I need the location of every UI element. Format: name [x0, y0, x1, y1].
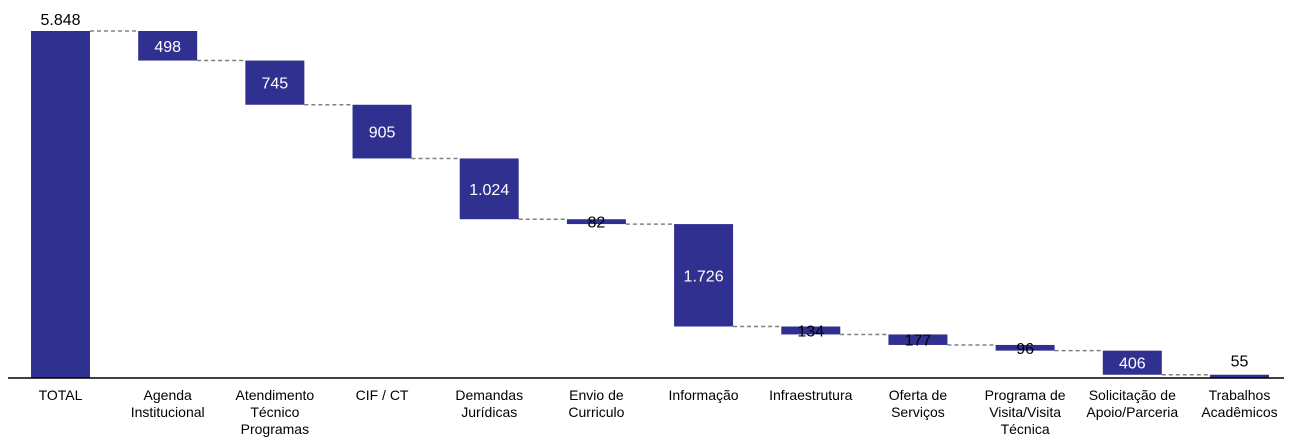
bar-total [31, 31, 90, 378]
bar-step [245, 60, 305, 105]
category-label-line: CIF / CT [356, 387, 409, 403]
category-label-line: Curriculo [568, 404, 624, 420]
category-label-line: TOTAL [39, 387, 83, 403]
category-label: CIF / CT [356, 387, 409, 403]
value-label: 745 [262, 76, 289, 93]
category-label-line: Envio de [569, 387, 624, 403]
category-label-line: Solicitação de [1089, 387, 1176, 403]
category-label-line: Jurídicas [461, 404, 517, 420]
category-label: Demandas Jurídicas [455, 387, 523, 420]
value-label: 5.848 [40, 12, 80, 29]
value-label: 1.024 [469, 182, 509, 199]
category-label: Trabalhos Acadêmicos [1201, 387, 1277, 420]
bar-step [352, 104, 412, 159]
category-label-line: Técnico [250, 404, 299, 420]
value-label: 1.726 [684, 268, 724, 285]
category-label: Oferta de Serviços [889, 387, 948, 420]
value-label: 55 [1231, 354, 1249, 371]
category-label-line: Agenda [144, 387, 192, 403]
category-label-line: Apoio/Parceria [1086, 404, 1178, 420]
category-label-line: Técnica [1001, 421, 1050, 437]
category-label-line: Serviços [891, 404, 945, 420]
bar-step [995, 344, 1055, 351]
category-label-line: Atendimento [236, 387, 315, 403]
category-label-line: Visita/Visita [989, 404, 1061, 420]
bar-step [888, 334, 948, 345]
value-label: 905 [369, 125, 396, 142]
category-label: TOTAL [39, 387, 83, 403]
category-label-line: Oferta de [889, 387, 948, 403]
bar-step [674, 224, 734, 327]
value-label: 82 [588, 215, 606, 232]
category-label: Atendimento Técnico Programas [236, 387, 315, 437]
bar-step [781, 326, 841, 335]
category-label-line: Programa de [985, 387, 1066, 403]
value-label: 406 [1119, 356, 1146, 373]
value-label: 177 [905, 333, 932, 350]
category-label-line: Infraestrutura [769, 387, 852, 403]
category-label: Infraestrutura [769, 387, 852, 403]
category-label-line: Acadêmicos [1201, 404, 1277, 420]
bar-step [1102, 350, 1162, 375]
category-label: Agenda Institucional [131, 387, 205, 420]
category-label: Informação [669, 387, 739, 403]
bar-step [459, 158, 519, 220]
category-label: Solicitação de Apoio/Parceria [1086, 387, 1178, 420]
bar-step [566, 219, 626, 225]
category-label: Programa de Visita/Visita Técnica [985, 387, 1066, 437]
value-label: 96 [1016, 341, 1034, 358]
category-label-line: Trabalhos [1209, 387, 1271, 403]
bar-step [138, 31, 198, 61]
bar-step [1209, 374, 1269, 378]
category-label-line: Informação [669, 387, 739, 403]
category-label-line: Demandas [455, 387, 523, 403]
category-label-line: Programas [241, 421, 309, 437]
category-label: Envio de Curriculo [568, 387, 624, 420]
value-label: 134 [797, 323, 824, 340]
value-label: 498 [154, 39, 181, 56]
category-label-line: Institucional [131, 404, 205, 420]
